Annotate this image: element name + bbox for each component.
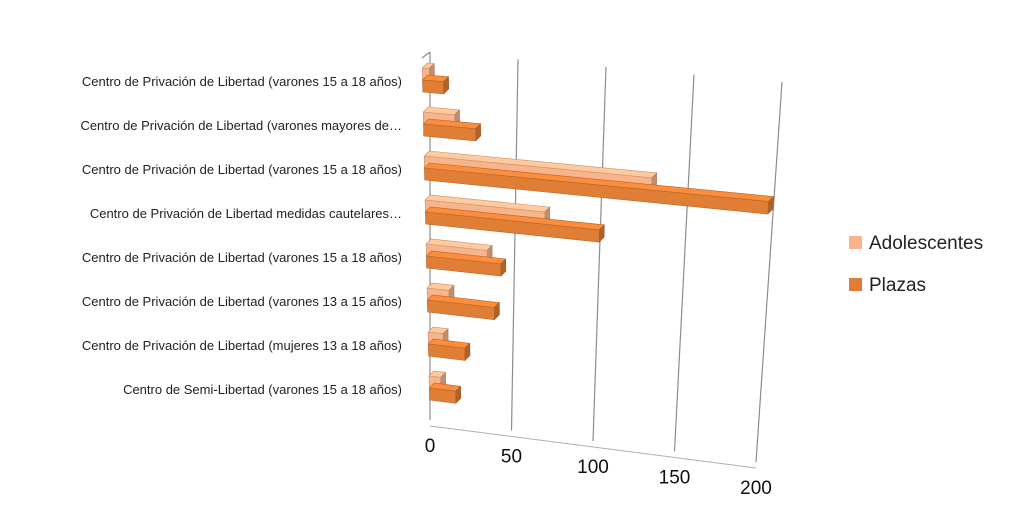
wall-top-edge [421, 51, 431, 59]
bar-plazas-5 [426, 294, 500, 321]
legend-label-plazas: Plazas [869, 275, 926, 296]
chart-bars [421, 62, 775, 405]
category-label-5: Centro de Privación de Libertad (varones… [82, 294, 402, 309]
x-tick-label-2: 100 [577, 457, 609, 478]
x-tick-label-0: 0 [425, 436, 436, 457]
legend-swatch-adolescentes [849, 236, 862, 249]
x-axis-ticks: 0 50 100 150 200 [425, 436, 772, 499]
bar-plazas-4 [425, 250, 507, 277]
x-tick-label-1: 50 [501, 447, 522, 468]
x-tick-label-3: 150 [659, 468, 691, 489]
category-label-6: Centro de Privación de Libertad (mujeres… [82, 338, 402, 353]
bar-plazas-7 [428, 382, 462, 405]
gridline-3 [673, 74, 695, 452]
category-label-7: Centro de Semi-Libertad (varones 15 a 18… [123, 382, 402, 397]
category-label-1: Centro de Privación de Libertad (varones… [80, 118, 402, 133]
bar-plazas-1 [422, 118, 482, 142]
x-tick-label-4: 200 [740, 478, 772, 499]
category-label-2: Centro de Privación de Libertad (varones… [82, 162, 402, 177]
bar-plazas-3 [424, 206, 605, 243]
category-label-3: Centro de Privación de Libertad medidas … [90, 206, 402, 221]
bar-plazas-2 [423, 162, 775, 215]
floor-edge [429, 425, 757, 469]
gridline-1 [510, 59, 519, 431]
legend-swatch-plazas [849, 278, 862, 291]
bar-plazas-0 [421, 74, 450, 95]
category-labels: Centro de Privación de Libertad (varones… [80, 74, 402, 397]
legend: Adolescentes Plazas [849, 233, 983, 296]
gridline-4 [755, 81, 783, 463]
category-label-0: Centro de Privación de Libertad (varones… [82, 74, 402, 89]
legend-label-adolescentes: Adolescentes [869, 233, 983, 254]
gridline-2 [592, 66, 607, 442]
category-label-4: Centro de Privación de Libertad (varones… [82, 250, 402, 265]
bar-plazas-6 [427, 338, 471, 362]
